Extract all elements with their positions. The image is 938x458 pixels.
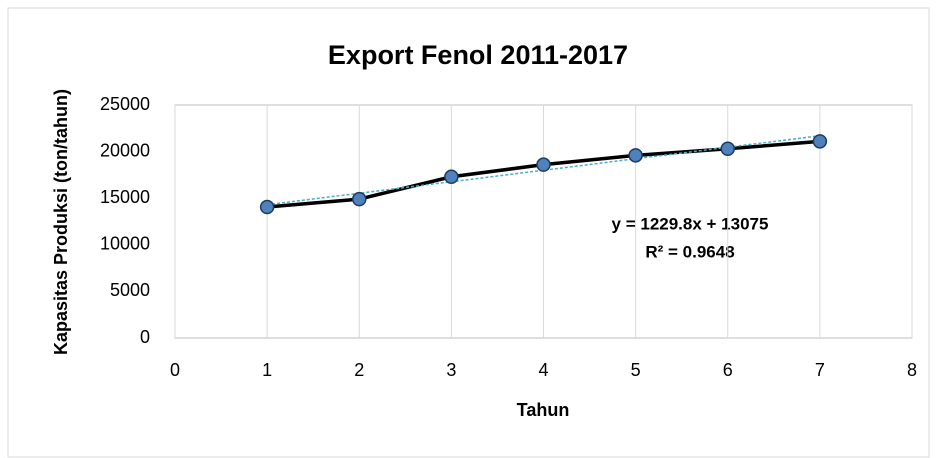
- chart-title: Export Fenol 2011-2017: [328, 40, 628, 70]
- y-tick-label: 10000: [100, 234, 150, 254]
- y-tick-label: 0: [140, 327, 150, 347]
- data-point: [628, 148, 643, 163]
- x-tick-label: 7: [815, 360, 825, 380]
- x-tick-label: 5: [631, 360, 641, 380]
- x-tick-label: 1: [262, 360, 272, 380]
- y-tick-label: 15000: [100, 187, 150, 207]
- y-axis-label: Kapasitas Produksi (ton/tahun): [51, 89, 71, 355]
- data-point: [259, 199, 275, 215]
- x-tick-label: 0: [170, 360, 180, 380]
- y-tick-label: 5000: [110, 280, 150, 300]
- data-point: [720, 141, 735, 157]
- x-tick-label: 4: [538, 360, 548, 380]
- data-point: [352, 191, 367, 207]
- x-tick-label: 2: [354, 360, 364, 380]
- data-point: [444, 169, 459, 185]
- x-tick-label: 6: [723, 360, 733, 380]
- data-point: [536, 157, 551, 172]
- trendline-r2: R² = 0.9648: [645, 242, 734, 261]
- x-axis-label: Tahun: [517, 400, 570, 420]
- data-point: [812, 134, 828, 149]
- x-tick-label: 8: [907, 360, 917, 380]
- trendline-equation: y = 1229.8x + 13075: [612, 214, 769, 233]
- y-tick-label: 25000: [100, 94, 150, 114]
- x-tick-label: 3: [446, 360, 456, 380]
- y-tick-label: 20000: [100, 140, 150, 160]
- chart-frame: [7, 7, 930, 458]
